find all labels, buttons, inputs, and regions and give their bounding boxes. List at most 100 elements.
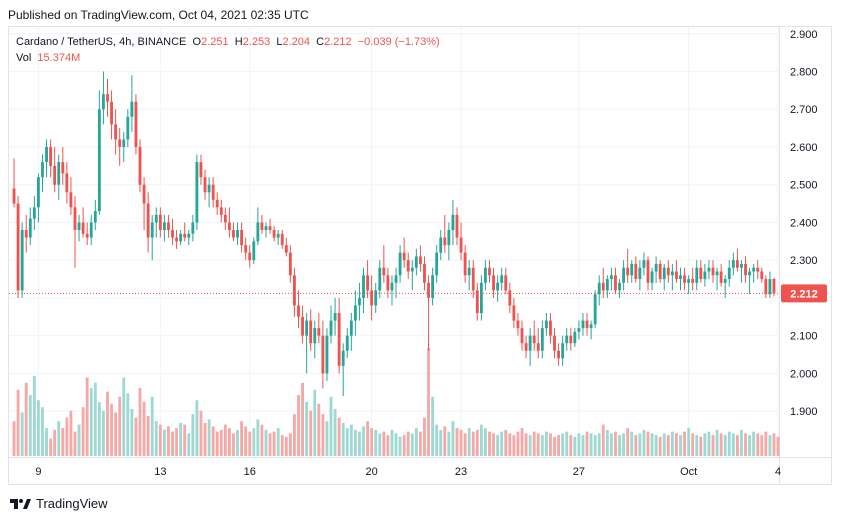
price-tick-label: 2.800 [790, 67, 818, 79]
volume-bar [45, 428, 48, 456]
candle-body [162, 222, 166, 230]
volume-bar [666, 435, 670, 456]
candle-body [695, 267, 699, 283]
candle-body [154, 214, 158, 223]
candle-body [549, 320, 552, 336]
volume-bar [252, 428, 256, 456]
candle-body [358, 297, 361, 306]
volume-bar [740, 429, 743, 456]
volume-bar [32, 375, 36, 456]
volume-bar [658, 436, 662, 456]
candle-body [73, 207, 77, 230]
volume-bar [276, 428, 280, 456]
volume-bar [256, 419, 260, 456]
candle-body [329, 320, 333, 336]
candle-body [764, 279, 768, 295]
candle-body [699, 267, 703, 280]
volume-bar [691, 433, 695, 456]
volume-bar [431, 396, 435, 456]
volume-bar [711, 435, 715, 456]
volume-bar [362, 426, 365, 456]
volume-bar [223, 424, 227, 456]
volume-bar [540, 435, 544, 456]
candle-body [150, 222, 154, 238]
volume-bar [244, 426, 248, 456]
volume-bar [175, 428, 179, 456]
volume-bar [349, 424, 353, 456]
candle-body [191, 222, 195, 234]
candle-body [666, 267, 670, 276]
candle-body [301, 316, 304, 336]
candle-body [561, 343, 565, 359]
volume-bar [626, 428, 630, 456]
candle-body [670, 271, 674, 276]
candle-body [768, 279, 772, 295]
volume-bar [703, 433, 707, 456]
volume-bar [158, 424, 162, 456]
price-tick-label: 2.700 [790, 104, 818, 116]
candle-body [41, 162, 44, 178]
volume-bar [589, 433, 593, 456]
candle-body [276, 233, 280, 238]
candle-body [378, 267, 382, 291]
volume-bar [459, 429, 463, 456]
candle-body [516, 320, 520, 329]
brand-name: TradingView [36, 496, 108, 511]
candle-body [337, 313, 341, 366]
volume-bar [345, 428, 349, 456]
candle-body [309, 320, 313, 344]
volume-bar [528, 435, 532, 456]
candle-body [593, 294, 597, 325]
candle-body [297, 305, 300, 317]
candle-body [614, 275, 617, 291]
open-label: O [192, 36, 202, 48]
candle-body [459, 237, 463, 253]
volume-bar [435, 424, 439, 456]
candle-body [187, 233, 191, 238]
volume-bar [36, 400, 40, 456]
price-tick-label: 2.900 [790, 29, 818, 41]
candle-body [45, 146, 48, 163]
volume-bar [264, 429, 268, 456]
volume-bar [760, 435, 764, 456]
candle-body [719, 271, 723, 283]
candle-body [418, 256, 422, 264]
volume-bar [630, 431, 634, 456]
candle-body [638, 267, 642, 280]
candle-body [146, 203, 150, 238]
volume-bar [544, 431, 548, 456]
volume-bar [49, 438, 53, 456]
volume-bar [707, 431, 711, 456]
time-tick-label: 16 [244, 466, 256, 478]
volume-bar [20, 412, 24, 456]
last-price-label: 2.212 [781, 284, 827, 303]
volume-bar [227, 428, 231, 456]
candle-body [386, 275, 390, 291]
volume-bar [382, 431, 386, 456]
volume-bar [97, 402, 101, 456]
volume-bar [394, 433, 398, 456]
price-tick-label: 2.100 [790, 331, 818, 343]
price-tick-label: 2.500 [790, 180, 818, 192]
volume-bar [512, 435, 516, 456]
volume-bar [370, 428, 374, 456]
open-value: 2.251 [201, 36, 229, 48]
price-tick-label: 2.600 [790, 142, 818, 154]
volume-bar [126, 393, 130, 456]
candle-body [260, 222, 264, 230]
candle-body [605, 279, 609, 291]
volume-bar [293, 414, 296, 456]
candle-body [626, 267, 630, 276]
candle-body [49, 146, 53, 166]
volume-bar [609, 433, 613, 456]
candle-body [756, 267, 760, 272]
volume-bar [549, 433, 552, 456]
candle-body [577, 328, 581, 332]
candle-body [284, 245, 288, 253]
tradingview-brand[interactable]: TradingView [10, 496, 108, 511]
volume-bar [146, 415, 150, 456]
volume-bar [508, 433, 512, 456]
chart-frame[interactable] [8, 26, 832, 485]
volume-bar [268, 433, 272, 456]
